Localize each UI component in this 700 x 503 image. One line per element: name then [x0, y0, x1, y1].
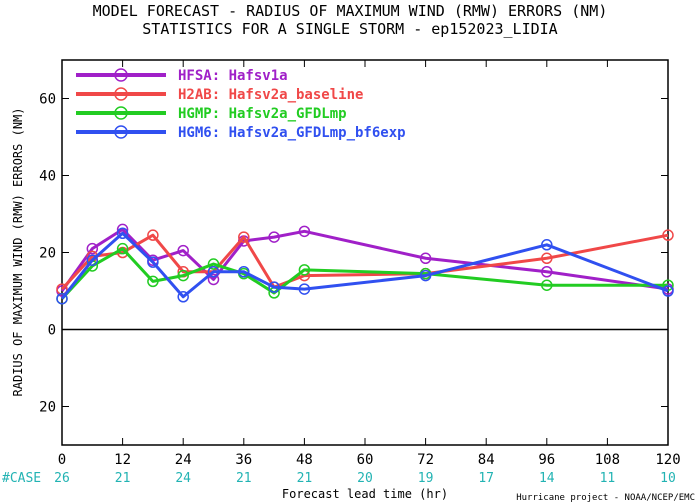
credit-text: Hurricane project - NOAA/NCEP/EMC [516, 493, 695, 503]
data-point [207, 266, 220, 278]
data-point [86, 242, 99, 255]
y-tick-label: 20 [39, 400, 56, 416]
y-axis-label: RADIUS OF MAXIMUM WIND (RMW) ERRORS (NM) [11, 108, 25, 397]
case-count: 11 [600, 471, 616, 486]
data-point [298, 283, 311, 295]
legend-marker [114, 87, 128, 101]
data-point [56, 292, 68, 305]
series-group [56, 223, 674, 305]
legend-item-1: H2AB: Hafsv2a_baseline [76, 87, 363, 103]
data-point [238, 266, 250, 278]
case-count: 21 [115, 471, 131, 486]
legend-label: H2AB: Hafsv2a_baseline [178, 87, 363, 103]
series-3 [56, 227, 674, 305]
data-point [268, 231, 280, 243]
case-counts: 26 21 24 21 21 20 19 17 14 11 10 [54, 471, 676, 486]
series-line [60, 247, 668, 300]
data-point [268, 281, 280, 293]
case-count: 21 [297, 471, 313, 486]
x-tick-label: 48 [296, 452, 313, 468]
x-tick-label: 84 [478, 452, 495, 468]
data-point [116, 242, 129, 255]
x-tick-label: 96 [538, 452, 555, 468]
x-tick-label: 12 [114, 452, 131, 468]
data-point [541, 279, 553, 291]
legend-label: HGM6: Hafsv2a_GFDLmp_bf6exp [178, 125, 406, 141]
data-point [147, 229, 159, 241]
legend-item-0: HFSA: Hafsv1a [76, 68, 288, 84]
data-point [419, 269, 432, 282]
x-tick-label: 120 [655, 452, 680, 468]
data-point [541, 252, 553, 265]
data-point [177, 269, 189, 282]
case-count-label: #CASE [2, 471, 41, 486]
x-tick-label: 36 [235, 452, 252, 468]
y-tick-label: 60 [39, 92, 56, 108]
x-axis-label: Forecast lead time (hr) [282, 487, 448, 501]
chart-title-line1: MODEL FORECAST - RADIUS OF MAXIMUM WIND … [93, 2, 608, 20]
x-tick-label: 60 [357, 452, 374, 468]
case-count: 19 [418, 471, 434, 486]
data-point [86, 254, 99, 266]
data-point [147, 275, 159, 288]
data-point [177, 244, 189, 257]
case-count: 14 [539, 471, 555, 486]
data-point [116, 227, 129, 239]
case-count: 26 [54, 471, 70, 486]
case-count: 24 [175, 471, 191, 486]
data-point [541, 266, 553, 278]
y-tick-label: 20 [39, 246, 56, 262]
legend-item-2: HGMP: Hafsv2a_GFDLmp [76, 106, 347, 122]
case-count: 17 [478, 471, 494, 486]
x-tick-label: 72 [417, 452, 434, 468]
data-point [662, 229, 674, 241]
tick-group: 0 12 24 36 48 60 72 84 96 108 120 20 0 20 40 60 [39, 60, 681, 468]
legend-label: HGMP: Hafsv2a_GFDLmp [178, 106, 347, 122]
x-tick-label: 108 [595, 452, 620, 468]
data-point [147, 256, 159, 268]
data-point [207, 273, 220, 286]
data-point [298, 225, 311, 238]
legend-marker [114, 125, 128, 139]
case-count: 21 [236, 471, 252, 486]
case-count: 10 [660, 471, 676, 486]
data-point [238, 231, 250, 243]
x-tick-label: 24 [175, 452, 192, 468]
chart-title-line2: STATISTICS FOR A SINGLE STORM - ep152023… [142, 20, 557, 38]
legend-label: HFSA: Hafsv1a [178, 68, 288, 84]
legend: HFSA: Hafsv1a H2AB: Hafsv2a_baseline HGMP:… [76, 68, 406, 141]
data-point [177, 291, 189, 303]
series-line [60, 231, 669, 300]
y-tick-label: 0 [48, 323, 56, 339]
legend-marker [114, 68, 128, 82]
data-point [298, 264, 311, 276]
x-tick-label: 0 [58, 452, 66, 468]
data-point [541, 239, 553, 251]
legend-marker [114, 106, 128, 120]
y-tick-label: 40 [39, 169, 56, 185]
data-point [662, 285, 674, 297]
legend-item-3: HGM6: Hafsv2a_GFDLmp_bf6exp [76, 125, 406, 141]
case-count: 20 [357, 471, 373, 486]
data-point [419, 252, 432, 265]
data-point [207, 258, 220, 270]
